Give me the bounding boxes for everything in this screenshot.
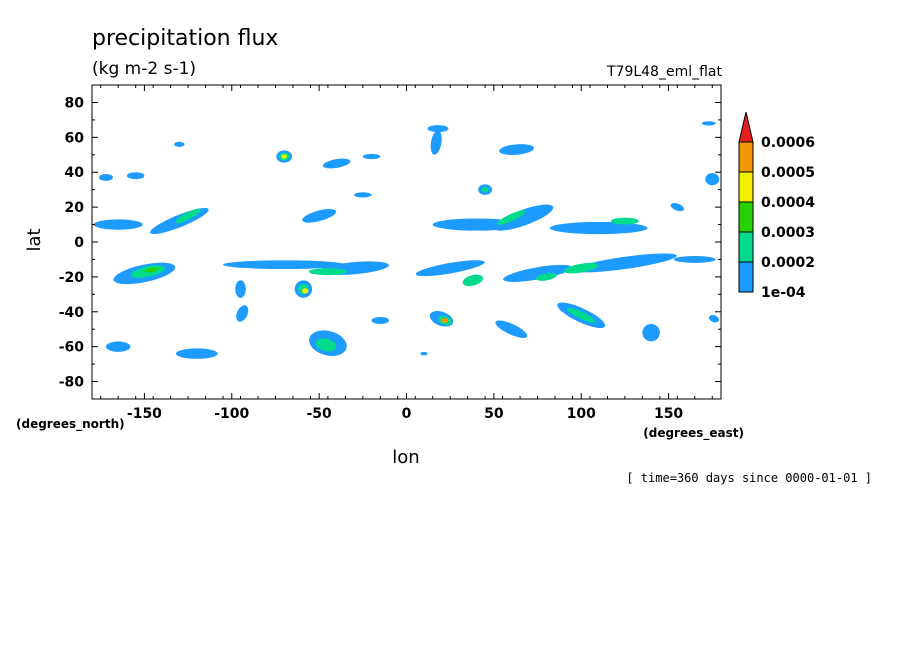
x-tick-label: 100	[567, 406, 596, 422]
colorbar-swatch-0	[738, 261, 754, 293]
x-axis: -150 -100 -50 0 50 100 150	[100, 85, 713, 422]
precip-region-35	[302, 288, 309, 294]
precip-region-20	[497, 210, 526, 225]
precip-region-2	[175, 208, 201, 224]
precip-region-14	[430, 130, 442, 155]
precip-region-11	[302, 209, 337, 223]
colorbar-swatch-1	[738, 231, 754, 263]
y-tick-label: 80	[65, 95, 85, 111]
precip-region-4	[126, 172, 145, 180]
y-unit-label: (degrees_north)	[16, 417, 125, 432]
colorbar-swatch-5	[738, 111, 754, 143]
precip-region-43	[441, 318, 449, 323]
y-axis: 80 60 40 20 0 -20 -40 -60 -80	[59, 84, 721, 400]
colorbar-label: 1e-04	[761, 285, 806, 301]
precip-region-19	[493, 204, 554, 231]
chart-title: precipitation flux	[92, 26, 278, 51]
colorbar-label: 0.0003	[761, 225, 815, 241]
x-tick-label: -150	[127, 406, 162, 422]
x-tick-label: 150	[654, 406, 683, 422]
colorbar-swatch-2	[738, 201, 754, 233]
colorbar: 1e-04 0.0002 0.0003 0.0004 0.0005 0.0006	[738, 111, 815, 301]
y-tick-label: -20	[59, 270, 85, 286]
colorbar-label: 0.0004	[761, 195, 815, 211]
y-tick-label: -80	[59, 375, 85, 391]
precip-region-54	[642, 323, 660, 342]
chart-units: (kg m-2 s-1)	[92, 59, 196, 79]
precip-region-46	[503, 264, 572, 282]
precip-region-9	[322, 158, 351, 169]
precip-region-45	[462, 274, 484, 287]
colorbar-label: 0.0005	[761, 165, 815, 181]
precip-region-10	[362, 153, 381, 160]
precip-region-38	[315, 338, 337, 352]
y-tick-label: 40	[65, 165, 85, 181]
precip-region-21	[549, 221, 648, 235]
precip-region-25	[670, 203, 684, 212]
y-tick-label: -60	[59, 340, 85, 356]
precip-region-5	[174, 141, 185, 147]
plot-background	[92, 85, 721, 399]
precip-region-44	[415, 260, 485, 277]
y-tick-label: 20	[65, 200, 85, 216]
x-unit-label: (degrees_east)	[643, 426, 744, 441]
precip-region-29	[223, 260, 346, 270]
precip-region-49	[563, 262, 599, 274]
x-tick-label: 50	[484, 406, 504, 422]
precip-region-32	[235, 280, 246, 298]
run-label: T79L48_eml_flat	[606, 64, 723, 80]
colorbar-label: 0.0006	[761, 135, 815, 151]
x-tick-label: -50	[306, 406, 332, 422]
y-tick-label: -40	[59, 305, 85, 321]
precip-region-50	[673, 255, 716, 263]
precip-region-3	[98, 173, 113, 181]
precip-region-57	[175, 348, 218, 359]
precip-region-8	[281, 154, 287, 159]
y-tick-label: 60	[65, 130, 85, 146]
precip-region-0	[93, 219, 143, 230]
precip-region-13	[427, 125, 449, 133]
precip-region-40	[420, 351, 428, 356]
precip-region-12	[354, 192, 372, 198]
precip-region-39	[371, 317, 390, 324]
x-tick-label: -100	[214, 406, 249, 422]
precip-region-36	[236, 305, 249, 322]
colorbar-label: 0.0002	[761, 255, 815, 271]
precip-region-22	[610, 217, 639, 225]
colorbar-swatch-4	[738, 141, 754, 173]
precip-region-23	[705, 173, 720, 186]
precip-region-31	[308, 268, 348, 276]
precipitation-field	[93, 121, 720, 359]
y-axis-label: lat	[24, 228, 45, 251]
colorbar-swatch-3	[738, 171, 754, 203]
precip-region-28	[144, 267, 159, 273]
precip-region-16	[481, 186, 489, 193]
time-label: [ time=360 days since 0000-01-01 ]	[626, 471, 872, 485]
precip-region-17	[499, 144, 534, 155]
precip-region-53	[566, 307, 596, 323]
precip-region-48	[572, 253, 677, 273]
precip-region-55	[708, 315, 720, 323]
precip-region-24	[701, 121, 716, 126]
y-tick-label: 0	[74, 235, 84, 251]
precip-region-51	[495, 320, 528, 338]
precip-region-56	[105, 341, 131, 352]
precip-region-47	[535, 273, 557, 281]
x-axis-label: lon	[392, 447, 419, 468]
x-tick-label: 0	[402, 406, 412, 422]
